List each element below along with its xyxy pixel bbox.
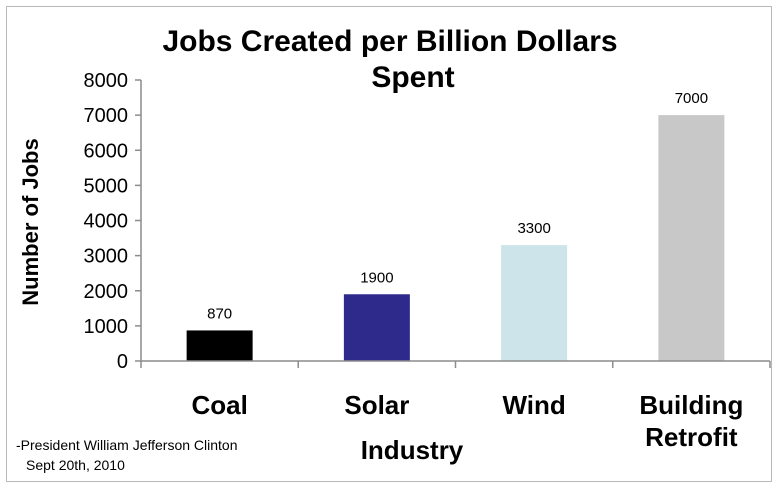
y-tick-label: 0 bbox=[117, 351, 128, 373]
y-tick-label: 3000 bbox=[84, 246, 129, 268]
chart-title-line-1: Jobs Created per Billion Dollars bbox=[162, 25, 617, 58]
bar bbox=[186, 330, 253, 361]
y-tick-label: 6000 bbox=[84, 140, 129, 162]
chart-title-line-2: Spent bbox=[371, 61, 454, 94]
x-tick-label: Solar bbox=[344, 390, 409, 420]
attribution-line-1: -President William Jefferson Clinton bbox=[16, 437, 238, 453]
x-tick-label: Building Retrofit bbox=[639, 390, 743, 452]
data-label: 1900 bbox=[360, 269, 393, 286]
bars: 870 1900 3300 7000 bbox=[186, 90, 725, 361]
data-label: 3300 bbox=[517, 220, 550, 237]
bar bbox=[501, 245, 568, 361]
bar bbox=[658, 115, 725, 361]
y-tick-label: 1000 bbox=[84, 316, 129, 338]
attribution-line-2: Sept 20th, 2010 bbox=[26, 457, 125, 473]
chart-frame bbox=[6, 6, 772, 482]
y-tick-label: 8000 bbox=[84, 70, 129, 92]
x-axis: Coal Solar Wind Building Retrofit bbox=[140, 360, 771, 452]
bar bbox=[343, 294, 410, 361]
data-label: 7000 bbox=[675, 90, 708, 107]
x-axis-label: Industry bbox=[361, 435, 464, 465]
y-tick-label: 4000 bbox=[84, 211, 129, 233]
y-axis: 0 1000 2000 3000 4000 5000 6000 7000 8000 bbox=[84, 70, 142, 373]
x-tick-label: Wind bbox=[502, 390, 565, 420]
y-tick-label: 2000 bbox=[84, 281, 129, 303]
x-tick-label: Coal bbox=[191, 390, 247, 420]
y-tick-label: 5000 bbox=[84, 175, 129, 197]
y-tick-label: 7000 bbox=[84, 105, 129, 127]
y-axis-label: Number of Jobs bbox=[18, 138, 43, 305]
data-label: 870 bbox=[207, 305, 232, 322]
